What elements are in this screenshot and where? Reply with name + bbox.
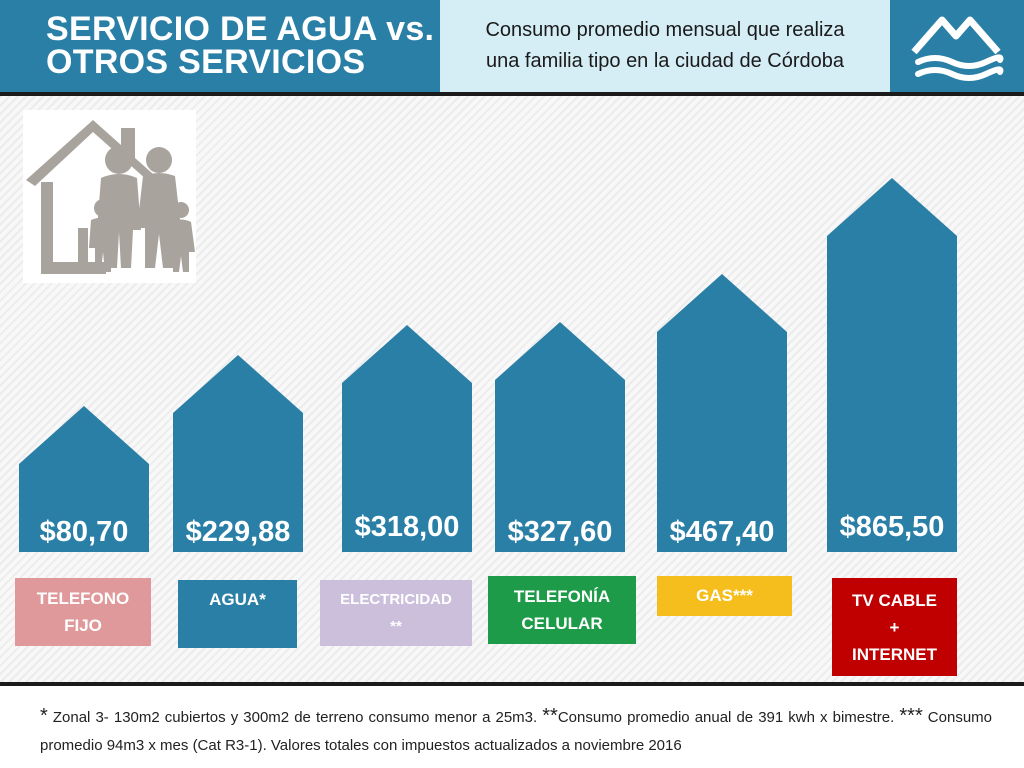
category-label-6-line-1: TV CABLE — [852, 590, 937, 610]
footnote-text-2: Consumo promedio anual de 391 kwh x bime… — [557, 709, 900, 726]
category-label-6: TV CABLE + INTERNET — [832, 578, 957, 676]
header: SERVICIO DE AGUA vs. OTROS SERVICIOS Con… — [0, 0, 1024, 94]
footnote-mark-2: ** — [542, 705, 558, 727]
footnote-mark-3: *** — [899, 705, 923, 727]
footnote-text-1: Zonal 3- 130m2 cubiertos y 300m2 de terr… — [47, 709, 543, 726]
category-label-1-line-1: TELEFONO — [36, 589, 130, 608]
category-label-4: TELEFONÍA CELULAR — [488, 576, 636, 644]
footnote-mark-1: * — [40, 705, 48, 727]
footnote: * Zonal 3- 130m2 cubiertos y 300m2 de te… — [40, 702, 992, 760]
category-label-6-line-3: INTERNET — [852, 644, 937, 664]
family-house-icon — [23, 110, 196, 283]
category-label-2: AGUA* — [178, 580, 297, 648]
bar-3 — [342, 325, 472, 552]
bar-value-label-5: $467,40 — [670, 516, 775, 548]
bar-2 — [173, 355, 303, 552]
category-label-3-line-2: ** — [390, 618, 402, 635]
category-label-4-line-1: TELEFONÍA — [513, 587, 611, 606]
category-label-6-line-2: + — [889, 617, 900, 637]
bar-5 — [657, 274, 787, 552]
bar-4 — [495, 322, 625, 552]
bar-1 — [19, 406, 149, 552]
subtitle-panel: Consumo promedio mensual que realiza una… — [440, 0, 890, 92]
page-title-line-1: SERVICIO DE AGUA vs. — [46, 10, 435, 48]
category-label-1-line-2: FIJO — [64, 616, 102, 635]
bar-value-label-3: $318,00 — [355, 511, 460, 543]
header-divider — [0, 92, 1024, 96]
bar-value-label-4: $327,60 — [508, 516, 613, 548]
footer-divider — [0, 682, 1024, 686]
bar-6 — [827, 178, 957, 552]
title-panel: SERVICIO DE AGUA vs. OTROS SERVICIOS — [0, 0, 440, 92]
water-waves-logo-icon — [911, 16, 1004, 81]
category-label-1: TELEFONO FIJO — [15, 578, 151, 646]
category-label-5-line-1: GAS*** — [696, 586, 753, 605]
bar-value-label-1: $80,70 — [40, 516, 129, 548]
subtitle-line-1: Consumo promedio mensual que realiza — [485, 19, 845, 41]
bar-value-label-6: $865,50 — [840, 511, 945, 543]
subtitle-line-2: una familia tipo en la ciudad de Córdoba — [485, 50, 845, 72]
page-title-line-2: OTROS SERVICIOS — [46, 43, 366, 81]
logo-panel — [890, 0, 1024, 92]
category-label-3-line-1: ELECTRICIDAD — [340, 591, 452, 608]
category-label-3: ELECTRICIDAD ** — [320, 580, 472, 646]
category-label-4-line-2: CELULAR — [521, 614, 603, 633]
category-label-2-line-1: AGUA* — [209, 590, 266, 609]
bar-value-label-2: $229,88 — [186, 516, 291, 548]
category-label-5: GAS*** — [657, 576, 792, 616]
footnote-text-3: Consumo promedio 94m3 x mes (Cat R3-1). … — [40, 709, 992, 754]
